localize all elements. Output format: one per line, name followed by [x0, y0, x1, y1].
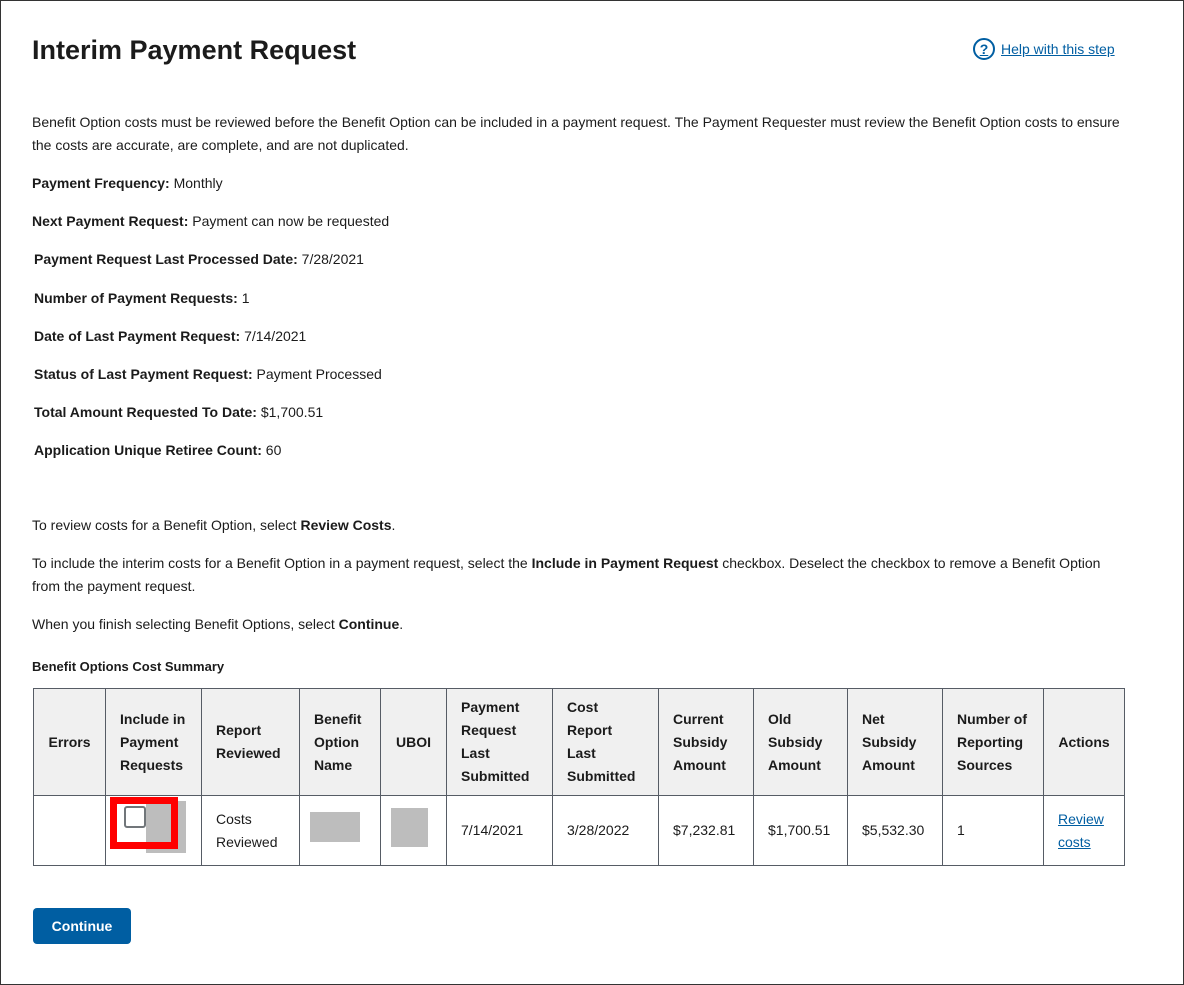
continue-button[interactable]: Continue — [33, 908, 131, 944]
redacted-block — [310, 812, 360, 842]
field-label: Status of Last Payment Request: — [34, 366, 253, 382]
column-header: Net Subsidy Amount — [847, 688, 943, 796]
cell-net-subsidy: $5,532.30 — [847, 795, 943, 866]
field-value: 60 — [265, 442, 282, 459]
cell-current-subsidy: $7,232.81 — [658, 795, 754, 866]
field-6: Total Amount Requested To Date: $1,700.5… — [34, 401, 1124, 424]
field-value: Payment Processed — [256, 366, 382, 382]
column-header: Old Subsidy Amount — [753, 688, 848, 796]
cell-include — [105, 795, 202, 866]
field-label: Next Payment Request: — [32, 213, 189, 230]
column-header: Current Subsidy Amount — [658, 688, 754, 796]
field-label: Date of Last Payment Request: — [34, 327, 241, 344]
table-row: Costs Reviewed 7/14/2021 3/28/2022 $7,23… — [33, 795, 1125, 866]
cell-benefit-option-name — [299, 795, 381, 866]
field-label: Payment Frequency: — [32, 175, 170, 191]
intro-text: Benefit Option costs must be reviewed be… — [32, 114, 1120, 153]
column-header: Payment Request Last Submitted — [446, 688, 553, 796]
field-3: Number of Payment Requests: 1 — [34, 287, 1124, 310]
column-header: Number of Reporting Sources — [942, 688, 1044, 796]
instruction-review: To review costs for a Benefit Option, se… — [32, 517, 396, 533]
field-7: Application Unique Retiree Count: 60 — [34, 439, 1124, 462]
review-costs-link[interactable]: Review costs — [1058, 810, 1104, 850]
cell-actions: Review costs — [1043, 795, 1125, 866]
field-0: Payment Frequency: Monthly — [32, 172, 1122, 195]
help-link-label: Help with this step — [1001, 41, 1115, 57]
field-label: Total Amount Requested To Date: — [34, 404, 257, 421]
benefit-options-table: Errors Include in Payment Requests Report … — [33, 688, 1125, 866]
field-value: $1,700.51 — [260, 404, 324, 421]
column-header: Report Reviewed — [201, 688, 300, 796]
table-caption: Benefit Options Cost Summary — [32, 659, 225, 674]
cell-errors — [33, 795, 106, 866]
cell-report-reviewed: Costs Reviewed — [201, 795, 300, 866]
column-header: Actions — [1043, 688, 1125, 796]
field-value: 1 — [241, 289, 250, 306]
cell-reporting-sources: 1 — [942, 795, 1044, 866]
field-2: Payment Request Last Processed Date: 7/2… — [34, 248, 1124, 271]
highlight-box — [110, 796, 178, 849]
help-circle-icon: ? — [973, 38, 995, 60]
page-title: Interim Payment Request — [32, 35, 357, 65]
cell-cost-report-last-submitted: 3/28/2022 — [552, 795, 659, 866]
field-value: 7/14/2021 — [244, 327, 307, 344]
field-label: Application Unique Retiree Count: — [34, 442, 262, 459]
column-header: UBOI — [380, 688, 447, 796]
column-header: Benefit Option Name — [299, 688, 381, 796]
field-label: Number of Payment Requests: — [34, 289, 238, 306]
column-header: Include in Payment Requests — [105, 688, 202, 796]
redacted-block — [391, 807, 428, 847]
cell-payment-request-last-submitted: 7/14/2021 — [446, 795, 553, 866]
instruction-include: To include the interim costs for a Benef… — [32, 555, 1101, 594]
instruction-continue: When you finish selecting Benefit Option… — [32, 616, 404, 632]
column-header: Errors — [33, 688, 106, 796]
field-1: Next Payment Request: Payment can now be… — [32, 210, 1122, 233]
field-value: Payment can now be requested — [192, 213, 390, 230]
cell-old-subsidy: $1,700.51 — [753, 795, 848, 866]
cell-uboi — [380, 795, 447, 866]
field-5: Status of Last Payment Request: Payment … — [34, 363, 1124, 386]
include-checkbox[interactable] — [124, 805, 146, 828]
field-4: Date of Last Payment Request: 7/14/2021 — [34, 325, 1124, 348]
column-header: Cost Report Last Submitted — [552, 688, 659, 796]
field-label: Payment Request Last Processed Date: — [34, 251, 298, 268]
field-value: 7/28/2021 — [301, 251, 364, 268]
field-value: Monthly — [173, 175, 223, 191]
help-link[interactable]: ? Help with this step — [973, 38, 1115, 60]
